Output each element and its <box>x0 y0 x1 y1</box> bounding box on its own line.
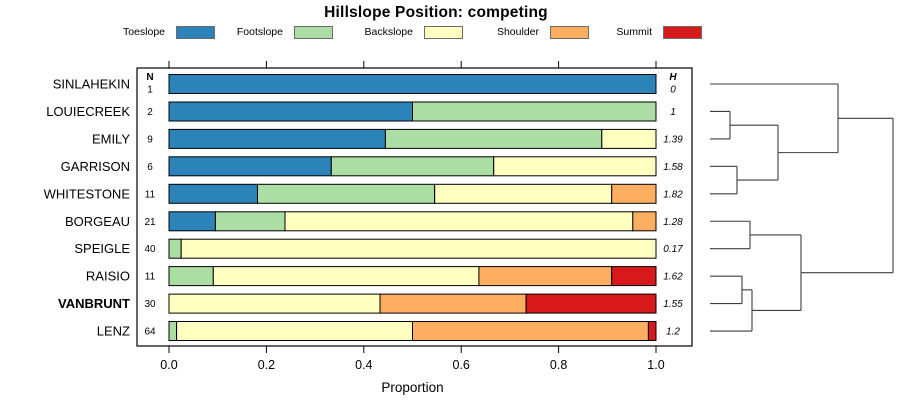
bar-segment-raisio-footslope <box>168 266 214 287</box>
row-label-garrison: GARRISON <box>61 159 130 174</box>
legend-label-shoulder: Shoulder <box>496 26 539 38</box>
bar-segment-louiecreek-footslope <box>412 101 657 122</box>
x-axis-tick-label: 1.0 <box>647 358 664 372</box>
x-axis-tick-label: 0.0 <box>160 358 177 372</box>
h-value-sinlahekin: 0 <box>670 85 676 96</box>
n-value-garrison: 6 <box>147 162 153 173</box>
bar-segment-whitestone-backslope <box>434 183 613 204</box>
n-value-louiecreek: 2 <box>147 107 153 118</box>
bar-segment-garrison-footslope <box>330 156 495 177</box>
h-value-emily: 1.39 <box>663 134 683 145</box>
bar-segment-borgeau-backslope <box>284 211 634 232</box>
n-value-whitestone: 11 <box>145 189 156 200</box>
h-value-louiecreek: 1 <box>670 107 676 118</box>
legend-swatch-toeslope <box>176 26 215 39</box>
x-axis-tick-label: 0.4 <box>355 358 372 372</box>
bar-segment-lenz-summit <box>647 321 657 341</box>
n-value-borgeau: 21 <box>144 217 156 228</box>
bar-segment-raisio-summit <box>611 266 657 287</box>
n-value-speigle: 40 <box>144 244 156 255</box>
n-value-sinlahekin: 1 <box>147 85 153 96</box>
bar-segment-emily-toeslope <box>168 128 386 149</box>
bar-segment-louiecreek-toeslope <box>168 101 413 122</box>
bar-segment-borgeau-footslope <box>214 211 286 232</box>
n-value-raisio: 11 <box>145 272 156 283</box>
row-label-whitestone: WHITESTONE <box>44 186 131 201</box>
row-label-speigle: SPEIGLE <box>74 241 130 256</box>
legend-swatch-footslope <box>294 26 333 39</box>
bar-segment-garrison-toeslope <box>168 156 332 177</box>
plot-border <box>136 67 693 347</box>
row-label-raisio: RAISIO <box>86 269 130 284</box>
x-axis-tick-label: 0.8 <box>550 358 567 372</box>
row-label-vanbrunt: VANBRUNT <box>58 296 130 311</box>
h-value-whitestone: 1.82 <box>663 189 683 200</box>
legend-swatch-backslope <box>424 26 463 39</box>
bar-segment-speigle-backslope <box>180 238 657 259</box>
h-value-vanbrunt: 1.55 <box>663 299 683 310</box>
n-value-emily: 9 <box>147 134 153 145</box>
bar-segment-vanbrunt-backslope <box>168 293 381 314</box>
row-label-emily: EMILY <box>92 131 130 146</box>
x-axis-tick-label: 0.6 <box>453 358 470 372</box>
legend-label-footslope: Footslope <box>236 26 283 38</box>
legend-label-summit: Summit <box>616 26 652 38</box>
bar-segment-garrison-backslope <box>493 156 657 177</box>
legend-swatch-shoulder <box>550 26 589 39</box>
bar-segment-speigle-footslope <box>168 238 182 259</box>
chart-title: Hillslope Position: competing <box>324 4 548 21</box>
bar-segment-borgeau-toeslope <box>168 211 216 232</box>
bar-segment-lenz-footslope <box>168 321 178 341</box>
n-column-header: N <box>146 72 153 83</box>
bar-segment-whitestone-toeslope <box>168 183 258 204</box>
n-value-lenz: 64 <box>144 327 156 338</box>
bar-segment-lenz-shoulder <box>412 321 649 341</box>
row-label-lenz: LENZ <box>97 324 130 339</box>
h-value-speigle: 0.17 <box>663 244 683 255</box>
bar-segment-emily-backslope <box>601 128 657 149</box>
x-axis-tick-label: 0.2 <box>258 358 275 372</box>
row-label-sinlahekin: SINLAHEKIN <box>53 77 130 92</box>
bar-segment-whitestone-footslope <box>257 183 436 204</box>
bar-segment-sinlahekin-toeslope <box>168 74 657 94</box>
bar-segment-raisio-shoulder <box>478 266 613 287</box>
x-axis-title: Proportion <box>381 380 443 395</box>
bar-segment-whitestone-shoulder <box>611 183 657 204</box>
legend-label-backslope: Backslope <box>364 26 413 38</box>
bar-segment-raisio-backslope <box>212 266 480 287</box>
row-label-borgeau: BORGEAU <box>65 214 130 229</box>
h-value-garrison: 1.58 <box>663 162 683 173</box>
row-label-louiecreek: LOUIECREEK <box>46 104 130 119</box>
legend-swatch-summit <box>663 26 702 39</box>
h-value-lenz: 1.2 <box>666 327 680 338</box>
bar-segment-lenz-backslope <box>176 321 413 341</box>
bar-segment-borgeau-shoulder <box>632 211 657 232</box>
bar-segment-vanbrunt-shoulder <box>379 293 527 314</box>
bar-segment-emily-footslope <box>384 128 603 149</box>
bar-segment-vanbrunt-summit <box>525 293 657 314</box>
h-value-borgeau: 1.28 <box>663 217 683 228</box>
h-value-raisio: 1.62 <box>663 272 683 283</box>
h-column-header: H <box>669 72 677 83</box>
n-value-vanbrunt: 30 <box>144 299 156 310</box>
legend-label-toeslope: Toeslope <box>122 26 165 38</box>
